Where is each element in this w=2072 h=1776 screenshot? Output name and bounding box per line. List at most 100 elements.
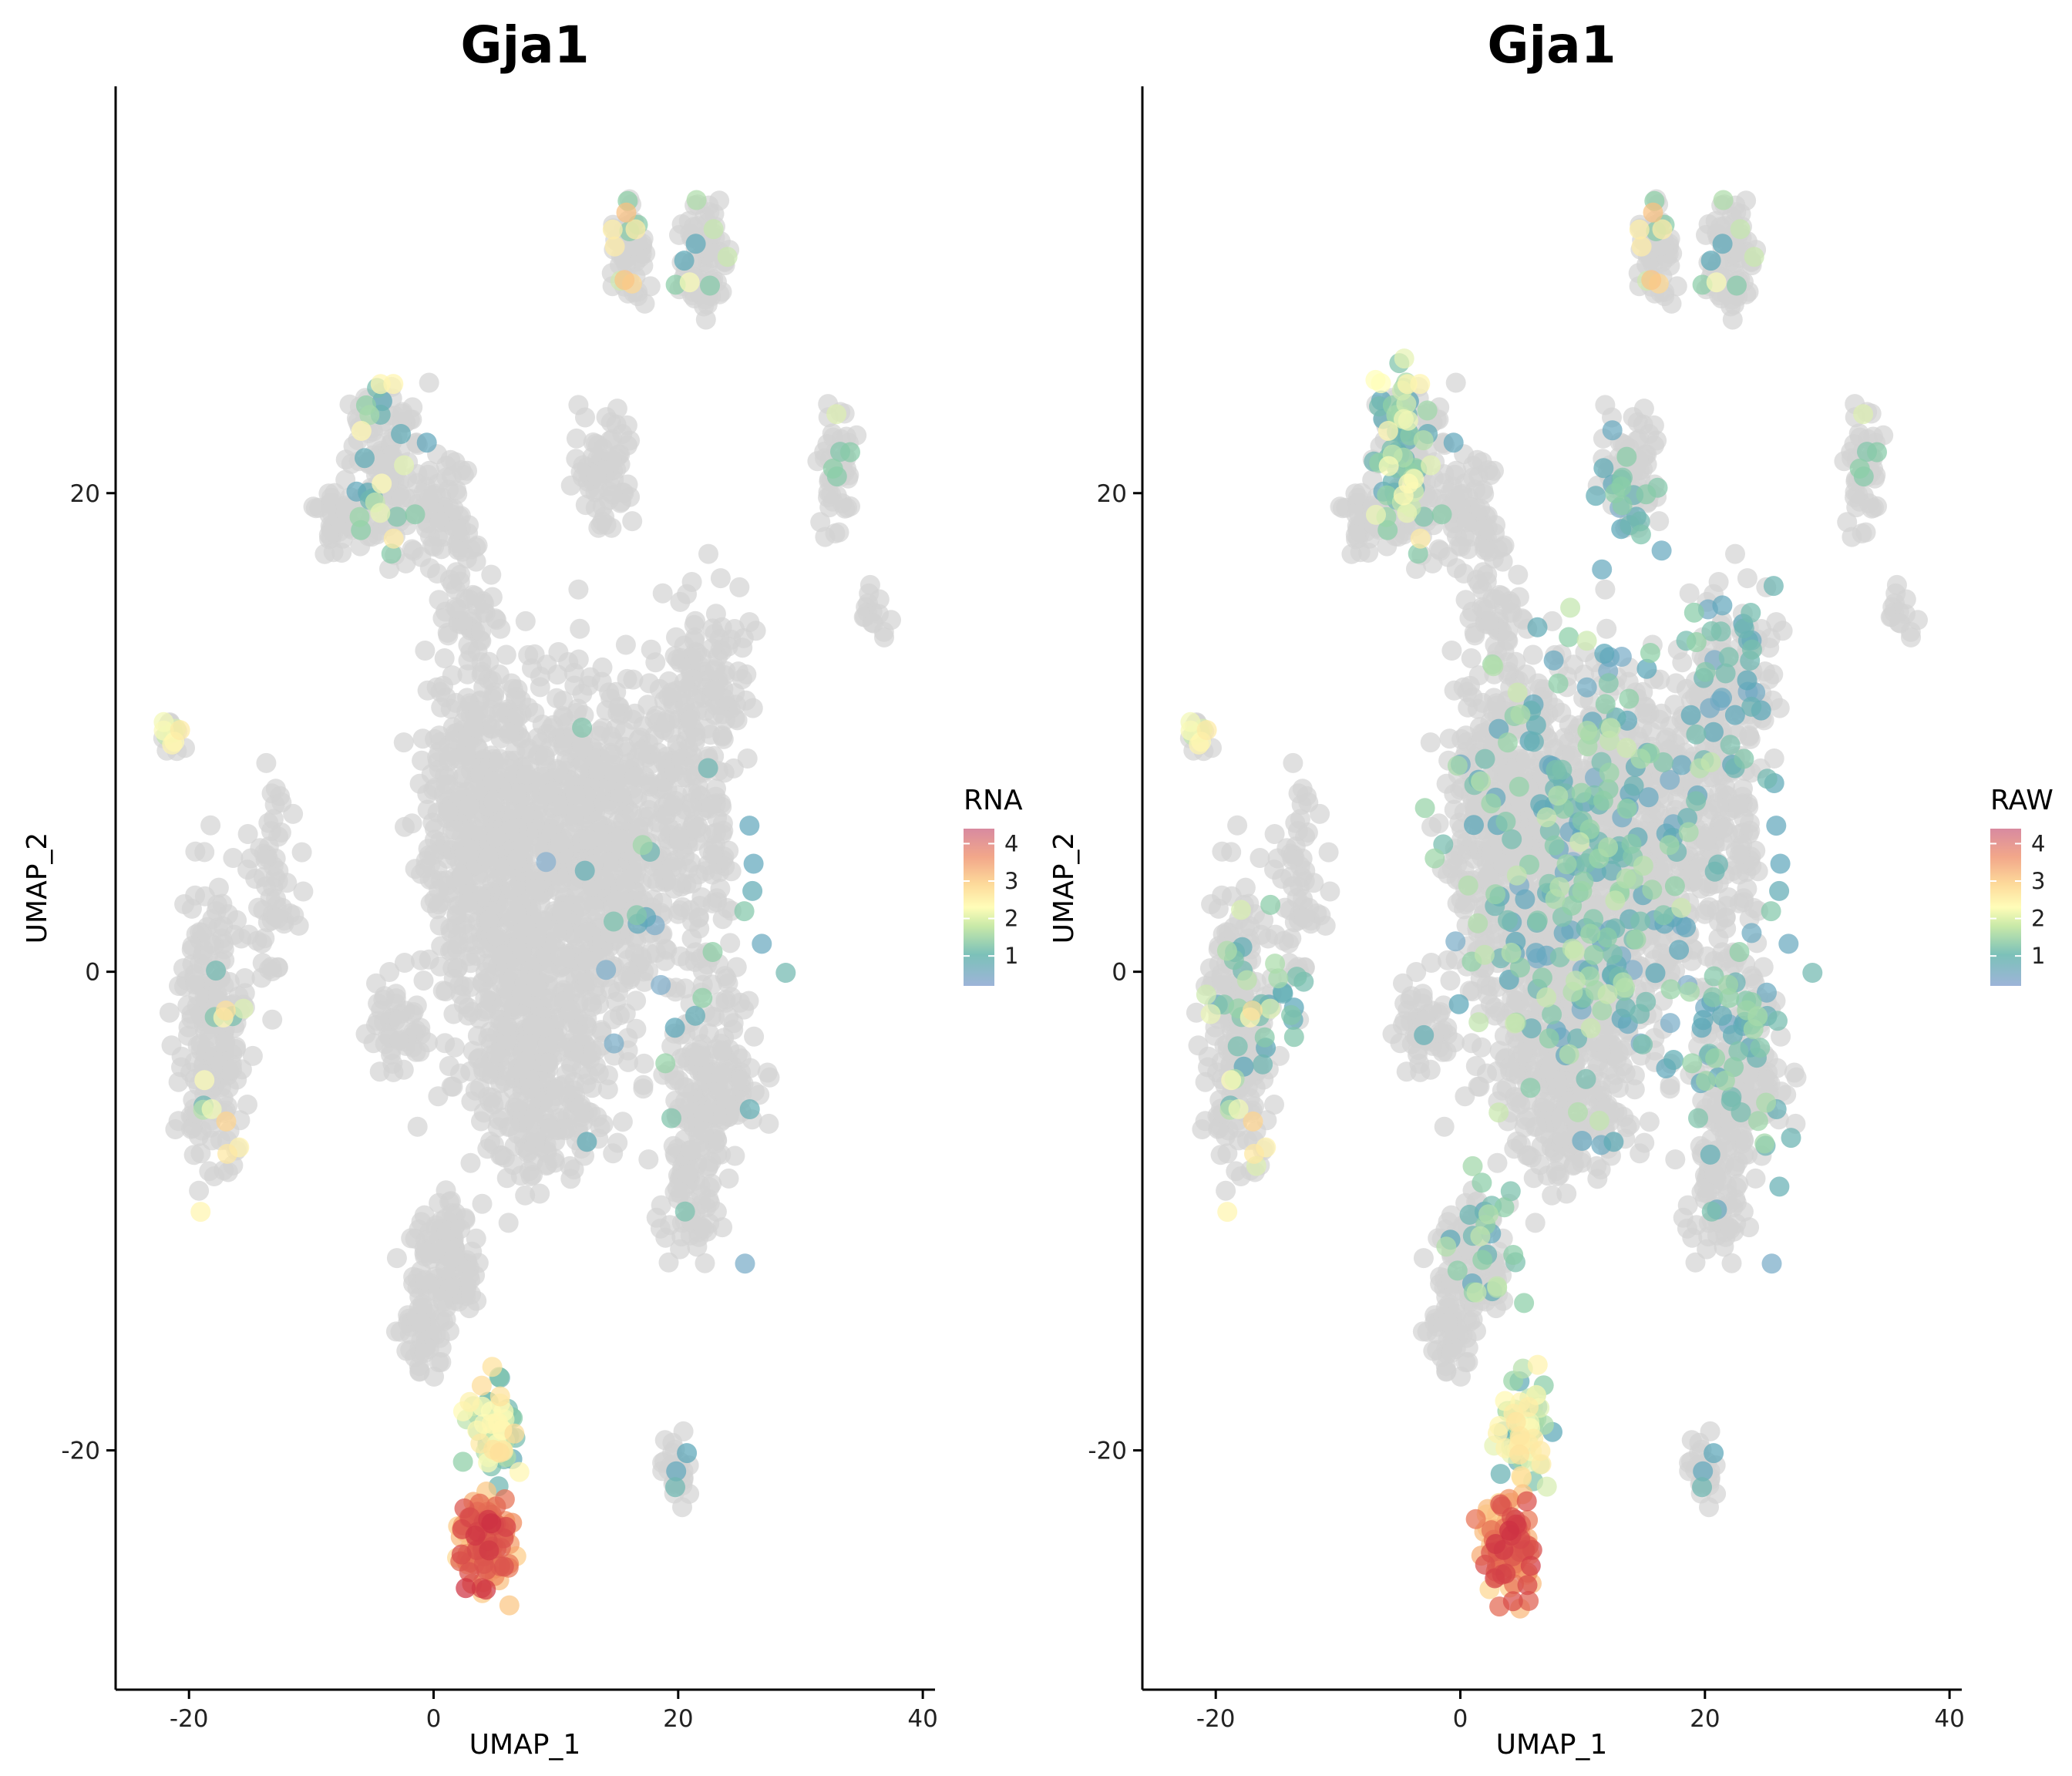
cell-point-unexpressed <box>419 489 439 510</box>
cell-point-unexpressed <box>207 894 227 915</box>
cell-point-unexpressed <box>271 792 292 813</box>
cell-point-unexpressed <box>443 498 464 519</box>
cell-point-unexpressed <box>238 924 259 945</box>
cell-point-unexpressed <box>652 893 673 913</box>
cell-point-unexpressed <box>200 933 221 954</box>
cell-point-expressed <box>194 1070 215 1091</box>
cell-point-unexpressed <box>425 729 446 749</box>
cell-point-unexpressed <box>1651 703 1672 724</box>
cell-point-unexpressed <box>190 1034 211 1054</box>
cell-point-expressed <box>822 458 843 479</box>
cell-point-expressed <box>459 1391 480 1412</box>
cell-point-unexpressed <box>388 1010 409 1031</box>
cell-point-expressed <box>840 442 860 462</box>
cell-point-unexpressed <box>1729 844 1750 865</box>
cell-point-unexpressed <box>711 1064 732 1085</box>
cell-point-unexpressed <box>615 634 636 655</box>
cell-point-unexpressed <box>535 1017 556 1038</box>
cell-point-unexpressed <box>701 638 722 658</box>
cell-point-unexpressed <box>467 779 488 799</box>
cell-point-unexpressed <box>538 783 559 804</box>
cell-point-unexpressed <box>590 721 610 742</box>
cell-point-unexpressed <box>681 1140 701 1161</box>
cell-point-unexpressed <box>598 851 619 872</box>
cell-point-unexpressed <box>553 691 574 711</box>
cell-point-unexpressed <box>215 1031 236 1052</box>
legend-tick-label: 3 <box>1004 868 1018 894</box>
cell-point-unexpressed <box>540 1118 561 1139</box>
legend-title: RNA <box>964 785 1023 816</box>
cell-point-unexpressed <box>614 972 634 993</box>
cell-point-expressed <box>456 1578 476 1599</box>
cell-point-unexpressed <box>530 1183 550 1204</box>
cell-point-unexpressed <box>680 709 701 730</box>
cell-point-expressed <box>215 1001 236 1021</box>
cell-point-unexpressed <box>189 1180 210 1201</box>
cell-point-unexpressed <box>579 829 600 850</box>
cell-point-unexpressed <box>536 654 557 675</box>
cell-point-unexpressed <box>1525 1213 1546 1233</box>
cell-point-unexpressed <box>583 896 604 917</box>
cell-point-unexpressed <box>604 762 624 783</box>
cell-point-expressed <box>577 1132 597 1152</box>
cell-point-expressed <box>596 960 617 980</box>
cell-point-unexpressed <box>525 879 546 900</box>
cell-point-unexpressed <box>415 641 436 661</box>
cell-point-expressed <box>481 1513 502 1534</box>
cell-point-unexpressed <box>496 644 516 665</box>
cell-point-unexpressed <box>652 583 673 604</box>
cell-point-unexpressed <box>664 878 684 899</box>
cell-point-unexpressed <box>537 1154 558 1175</box>
cell-point-unexpressed <box>634 1053 654 1074</box>
cell-point-unexpressed <box>450 564 471 585</box>
cell-point-unexpressed <box>471 621 492 642</box>
cell-point-unexpressed <box>682 798 702 818</box>
cell-point-unexpressed <box>586 1056 607 1077</box>
cell-point-expressed <box>451 1544 472 1565</box>
y-axis-label: UMAP_2 <box>22 832 53 944</box>
cell-point-unexpressed <box>468 701 489 722</box>
cell-point-expressed <box>739 816 760 836</box>
cell-point-expressed <box>574 860 595 881</box>
cell-point-unexpressed <box>245 869 266 889</box>
cell-point-expressed <box>604 911 624 932</box>
cell-point-unexpressed <box>507 707 528 728</box>
cell-point-unexpressed <box>1660 1075 1680 1095</box>
cell-point-unexpressed <box>473 1057 493 1078</box>
cell-point-unexpressed <box>475 962 496 983</box>
cell-point-unexpressed <box>463 717 484 738</box>
cell-point-unexpressed <box>462 1241 483 1262</box>
cell-point-unexpressed <box>479 910 500 930</box>
cell-point-unexpressed <box>825 523 846 543</box>
cell-point-unexpressed <box>271 822 291 843</box>
cell-point-unexpressed <box>442 665 462 686</box>
cell-point-unexpressed <box>677 1078 698 1098</box>
cell-point-unexpressed <box>519 1161 540 1182</box>
cell-point-unexpressed <box>456 746 476 767</box>
cell-point-unexpressed <box>1421 816 1441 837</box>
cell-point-unexpressed <box>702 844 723 865</box>
cell-point-unexpressed <box>369 1061 390 1082</box>
cell-point-unexpressed <box>674 672 695 693</box>
cell-point-expressed <box>627 905 648 926</box>
cell-point-unexpressed <box>456 842 476 863</box>
cell-point-expressed <box>702 942 723 962</box>
cell-point-unexpressed <box>457 893 478 913</box>
cell-point-unexpressed <box>459 796 479 816</box>
cell-point-unexpressed <box>759 1067 780 1088</box>
cell-point-unexpressed <box>403 540 424 561</box>
cell-point-unexpressed <box>713 728 734 749</box>
cell-point-unexpressed <box>705 660 725 681</box>
cell-point-unexpressed <box>592 511 613 532</box>
cell-point-unexpressed <box>662 794 683 815</box>
cell-point-expressed <box>233 998 254 1019</box>
cell-point-expressed <box>216 1111 237 1132</box>
cell-point-unexpressed <box>515 1185 536 1206</box>
cell-point-unexpressed <box>472 1193 493 1214</box>
panel-title: Gja1 <box>460 15 589 75</box>
scatter-points <box>153 189 901 1616</box>
cell-point-unexpressed <box>1447 854 1468 875</box>
cell-point-unexpressed <box>318 483 339 504</box>
cell-point-expressed <box>700 275 720 296</box>
cell-point-unexpressed <box>692 960 713 981</box>
